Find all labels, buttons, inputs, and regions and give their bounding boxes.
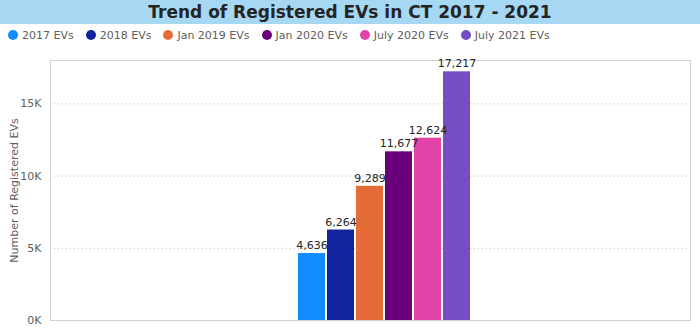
html-text:Jan 2020 EVs: Jan 2020 EVs [275,28,348,42]
svg-text:5K: 5K [27,242,42,255]
svg-text:10K: 10K [20,170,42,183]
html-text:Trend of Registered EVs in CT: Trend of Registered EVs in CT 2017 - 202… [148,2,552,22]
svg-text:12,624: 12,624 [409,124,448,137]
svg-text:9,289: 9,289 [354,172,386,185]
html-text:2017 EVs: 2017 EVs [22,28,74,42]
html-text:July 2021 EVs: July 2021 EVs [474,28,550,42]
html-text:July 2020 EVs: July 2020 EVs [373,28,449,42]
svg-text:Number of Registered EVs: Number of Registered EVs [8,118,21,263]
svg-text:4,636: 4,636 [296,239,328,252]
svg-text:6,264: 6,264 [325,216,357,229]
svg-text:0K: 0K [27,314,42,327]
svg-text:17,217: 17,217 [438,57,477,70]
html-text:Jan 2019 EVs: Jan 2019 EVs [177,28,250,42]
svg-text:11,677: 11,677 [380,137,419,150]
html-text:2018 EVs: 2018 EVs [99,28,152,42]
svg-text:15K: 15K [20,97,42,110]
